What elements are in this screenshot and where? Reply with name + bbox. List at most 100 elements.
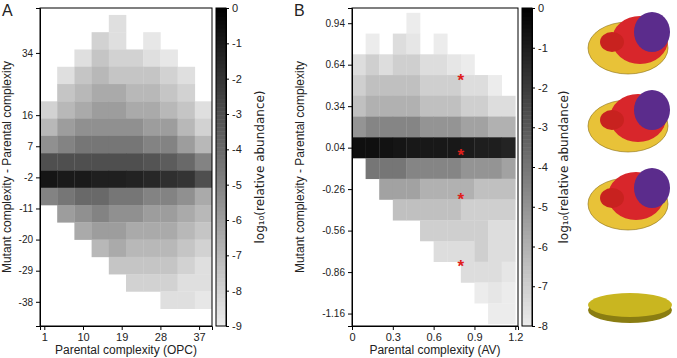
colorbar-step [216,151,226,155]
x-tick-label: 0.3 [386,331,401,343]
colorbar-step [216,203,226,207]
x-tick-label: 1.2 [508,331,523,343]
y-tick: -0.86 [322,267,352,278]
colorbar-step [522,294,532,298]
colorbar-step [216,95,226,99]
heatmap-cell [92,119,110,137]
colorbar-step [522,211,532,215]
colorbar-tick: -3 [532,121,548,133]
colorbar-step [522,48,532,52]
colorbar: 0-1-2-3-4-5-6-7-8log₁₀(relative abundanc… [522,2,571,332]
heatmap-cell [109,15,127,33]
colorbar-tick-mark [226,114,229,115]
heatmap-cell [143,240,161,258]
colorbar-step [522,270,532,274]
colorbar-step [522,32,532,36]
colorbar-step [522,171,532,175]
colorbar-step [522,91,532,95]
heatmap-cell [109,240,127,258]
colorbar-step [522,111,532,115]
colorbar-step [216,76,226,80]
y-axis: 0.940.640.340.04-0.26-0.56-0.86-1.16 [322,9,352,327]
colorbar-step [216,103,226,107]
heatmap-cell [502,220,516,241]
colorbar-step [216,16,226,20]
y-tick: 34 [22,48,40,59]
heatmap-cell [74,67,92,85]
tooth-model [588,168,670,230]
x-tick-mark [434,326,435,330]
heatmap-cell [57,101,74,119]
heatmap-cell [461,220,475,241]
heatmap-cell [502,179,516,200]
colorbar-step [522,183,532,187]
heatmap-cell [126,257,144,275]
colorbar-step [216,68,226,72]
annotation: * [458,190,465,209]
heatmap-cell [92,32,110,50]
colorbar-tick-label: -7 [538,280,548,292]
y-tick-mark [348,106,352,107]
heatmap-cell [393,96,407,117]
heatmap-cell [40,170,58,188]
y-tick: -20 [19,234,40,245]
heatmap-cell [178,84,196,102]
heatmap-cell [143,32,161,50]
y-tick: -11 [19,203,40,214]
colorbar-step [522,274,532,278]
colorbar-step [522,207,532,211]
heatmap-cell [126,136,144,154]
heatmap-cell [393,75,407,96]
heatmap-cell [74,84,92,102]
heatmap-cell [160,136,178,154]
colorbar-step [522,278,532,282]
y-tick-mark [36,240,40,241]
colorbar-step [522,290,532,294]
heatmap-cell [352,96,366,117]
colorbar-tick: -3 [226,108,242,120]
colorbar-step [522,298,532,302]
heatmap-cell [178,136,196,154]
heatmap-cell [57,205,74,223]
colorbar-step [216,32,226,36]
colorbar-step [522,235,532,239]
heatmap-cell [74,222,92,240]
heatmap-cell [379,137,393,158]
heatmap-cell [502,117,516,138]
colorbar-step [216,12,226,16]
heatmap-cell [143,136,161,154]
heatmap-cell [126,67,144,85]
y-tick-mark [348,148,352,149]
tooth-cusp-small [600,110,624,130]
heatmap-cell [434,137,448,158]
x-tick: 0 [349,326,355,343]
y-tick-mark [36,177,40,178]
heatmap-cell [379,75,393,96]
colorbar-step [216,20,226,24]
heatmap-cell [143,222,161,240]
colorbar-step [216,44,226,48]
colorbar-tick: -1 [226,37,242,49]
colorbar-tick-mark [532,286,535,287]
colorbar-axis-line [227,9,230,327]
heatmap-cell [434,179,448,200]
heatmap-cell [474,241,488,262]
colorbar-step [216,147,226,151]
colorbar-tick-mark [226,149,229,150]
colorbar-step [522,119,532,123]
heatmap-cell [160,222,178,240]
panel: 11019283734167-2-11-20-29-38Parental com… [0,2,267,357]
y-tick-mark [36,53,40,54]
heatmap-cell [393,137,407,158]
heatmap-cell [57,170,74,188]
y-tick: 0.04 [326,142,352,153]
disc-top [588,293,672,317]
colorbar-step [522,143,532,147]
heatmap-cell [109,170,127,188]
colorbar-tick: -6 [532,241,548,253]
colorbar-step [522,159,532,163]
colorbar-step [522,99,532,103]
y-tick-label: 0.64 [326,59,346,70]
y-tick-mark [348,23,352,24]
y-tick: 0.34 [326,101,352,112]
